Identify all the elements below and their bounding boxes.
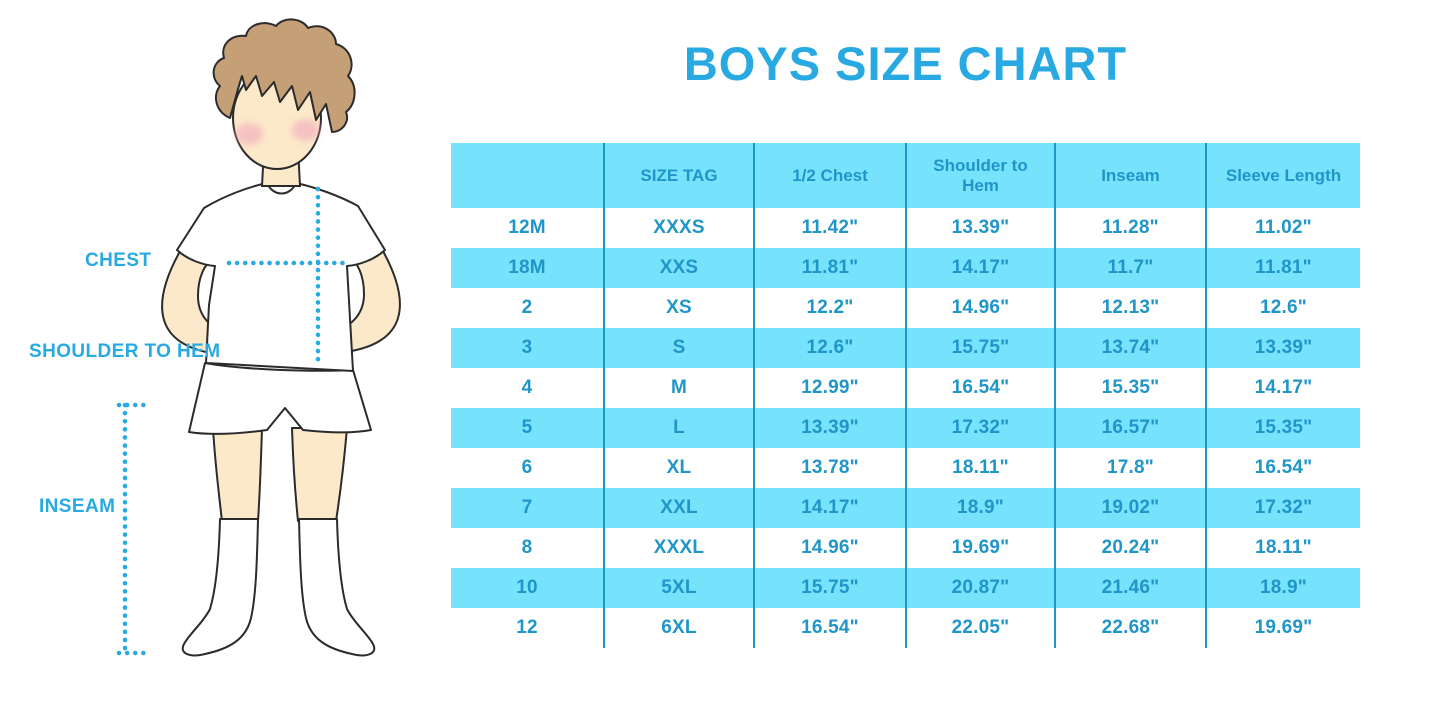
column-header: Shoulder to Hem	[905, 143, 1054, 208]
measurement-cell: 16.54"	[753, 608, 905, 648]
size-age-cell: 18M	[508, 257, 546, 278]
measurement-cell: XXS	[603, 248, 753, 288]
shorts	[188, 362, 372, 435]
measurement-cell: 16.57"	[1054, 408, 1205, 448]
measurement-cell: XXL	[603, 488, 753, 528]
inseam-label: INSEAM	[39, 496, 116, 517]
measurement-cell: 11.81"	[1205, 248, 1360, 288]
column-header: SIZE TAG	[603, 143, 753, 208]
size-age-cell: 12	[516, 617, 538, 638]
measurement-cell: 20.87"	[905, 568, 1054, 608]
measurement-cell: 12.6"	[1205, 288, 1360, 328]
page-title: BOYS SIZE CHART	[683, 37, 1128, 90]
measurement-cell: 12.99"	[753, 368, 905, 408]
table-row: 2 XS 12.2" 14.96" 12.13" 12.6"	[451, 288, 1360, 328]
measurement-cell: 16.54"	[905, 368, 1054, 408]
size-table: SIZE TAG 1/2 Chest Shoulder to Hem Inseam Sl…	[451, 143, 1360, 648]
measurement-cell: 11.42"	[753, 208, 905, 248]
measurement-cell: 5XL	[603, 568, 753, 608]
measurement-cell: 11.81"	[753, 248, 905, 288]
measurement-cell: XS	[603, 288, 753, 328]
measurement-cell: XXXL	[603, 528, 753, 568]
measurement-cell: 15.35"	[1054, 368, 1205, 408]
size-age-cell: 7	[521, 497, 533, 518]
measurement-cell: 20.24"	[1054, 528, 1205, 568]
measurement-cell: 22.68"	[1054, 608, 1205, 648]
measurement-cell: 12.13"	[1054, 288, 1205, 328]
measurement-cell: 19.69"	[1205, 608, 1360, 648]
measurement-cell: 6XL	[603, 608, 753, 648]
measurement-cell: 17.32"	[905, 408, 1054, 448]
measurement-cell: 12.6"	[753, 328, 905, 368]
measurement-cell: XXXS	[603, 208, 753, 248]
measurement-cell: 12.2"	[753, 288, 905, 328]
legs	[212, 427, 348, 522]
measurement-cell: 14.17"	[905, 248, 1054, 288]
measurement-cell: 19.02"	[1054, 488, 1205, 528]
measurement-cell: 15.75"	[753, 568, 905, 608]
measurement-cell: 11.02"	[1205, 208, 1360, 248]
table-row: 12 6XL 16.54" 22.05" 22.68" 19.69"	[451, 608, 1360, 648]
measurement-cell: 19.69"	[905, 528, 1054, 568]
table-row: 6 XL 13.78" 18.11" 17.8" 16.54"	[451, 448, 1360, 488]
measurement-cell: 13.39"	[905, 208, 1054, 248]
measurement-figure-area: CHEST SHOULDER TO HEM INSEAM	[0, 0, 450, 723]
table-row: 8 XXXL 14.96" 19.69" 20.24" 18.11"	[451, 528, 1360, 568]
column-header: Sleeve Length	[1205, 143, 1360, 208]
measurement-cell: 18.9"	[905, 488, 1054, 528]
measurement-lines	[116, 186, 348, 656]
measurement-cell: 18.11"	[905, 448, 1054, 488]
column-header: 1/2 Chest	[753, 143, 905, 208]
table-header-row: SIZE TAG 1/2 Chest Shoulder to Hem Inseam Sl…	[451, 143, 1360, 208]
table-body: 12M XXXS 11.42" 13.39" 11.28" 11.02" 18M XXS 11.…	[451, 208, 1360, 648]
size-age-cell: 10	[516, 577, 538, 598]
measurement-cell: M	[603, 368, 753, 408]
socks	[181, 518, 376, 657]
measurement-cell: 22.05"	[905, 608, 1054, 648]
size-age-cell: 5	[521, 417, 533, 438]
measurement-cell: L	[603, 408, 753, 448]
measurement-cell: S	[603, 328, 753, 368]
chest-label: CHEST	[85, 250, 152, 271]
measurement-cell: 14.96"	[905, 288, 1054, 328]
measurement-cell: 13.74"	[1054, 328, 1205, 368]
measurement-cell: 18.9"	[1205, 568, 1360, 608]
measurement-cell: 15.35"	[1205, 408, 1360, 448]
measurement-cell: 17.32"	[1205, 488, 1360, 528]
measurement-cell: 18.11"	[1205, 528, 1360, 568]
hair	[212, 18, 356, 133]
measurement-cell: 14.17"	[753, 488, 905, 528]
measurement-cell: 13.39"	[753, 408, 905, 448]
boy-measurement-illustration-icon	[116, 18, 401, 657]
column-header: Inseam	[1054, 143, 1205, 208]
size-age-cell: 2	[521, 297, 533, 318]
measurement-cell: XL	[603, 448, 753, 488]
measurement-cell: 17.8"	[1054, 448, 1205, 488]
size-age-cell: 12M	[508, 217, 546, 238]
table-row: 4 M 12.99" 16.54" 15.35" 14.17"	[451, 368, 1360, 408]
measurement-cell: 11.7"	[1054, 248, 1205, 288]
size-age-cell: 8	[521, 537, 533, 558]
blush-cheeks	[235, 119, 320, 145]
measurement-cell: 14.17"	[1205, 368, 1360, 408]
measurement-cell: 21.46"	[1054, 568, 1205, 608]
measurement-cell: 11.28"	[1054, 208, 1205, 248]
column-header	[451, 143, 603, 208]
measurement-cell: 13.39"	[1205, 328, 1360, 368]
size-age-cell: 3	[521, 337, 533, 358]
measurement-cell: 13.78"	[753, 448, 905, 488]
shoulder-to-hem-label: SHOULDER TO HEM	[29, 341, 221, 362]
table-row: 5 L 13.39" 17.32" 16.57" 15.35"	[451, 408, 1360, 448]
measurement-cell: 16.54"	[1205, 448, 1360, 488]
table-row: 12M XXXS 11.42" 13.39" 11.28" 11.02"	[451, 208, 1360, 248]
measurement-cell: 14.96"	[753, 528, 905, 568]
table-row: 3 S 12.6" 15.75" 13.74" 13.39"	[451, 328, 1360, 368]
measurement-cell: 15.75"	[905, 328, 1054, 368]
table-row: 18M XXS 11.81" 14.17" 11.7" 11.81"	[451, 248, 1360, 288]
table-row: 7 XXL 14.17" 18.9" 19.02" 17.32"	[451, 488, 1360, 528]
size-age-cell: 4	[521, 377, 533, 398]
size-age-cell: 6	[521, 457, 533, 478]
table-row: 10 5XL 15.75" 20.87" 21.46" 18.9"	[451, 568, 1360, 608]
